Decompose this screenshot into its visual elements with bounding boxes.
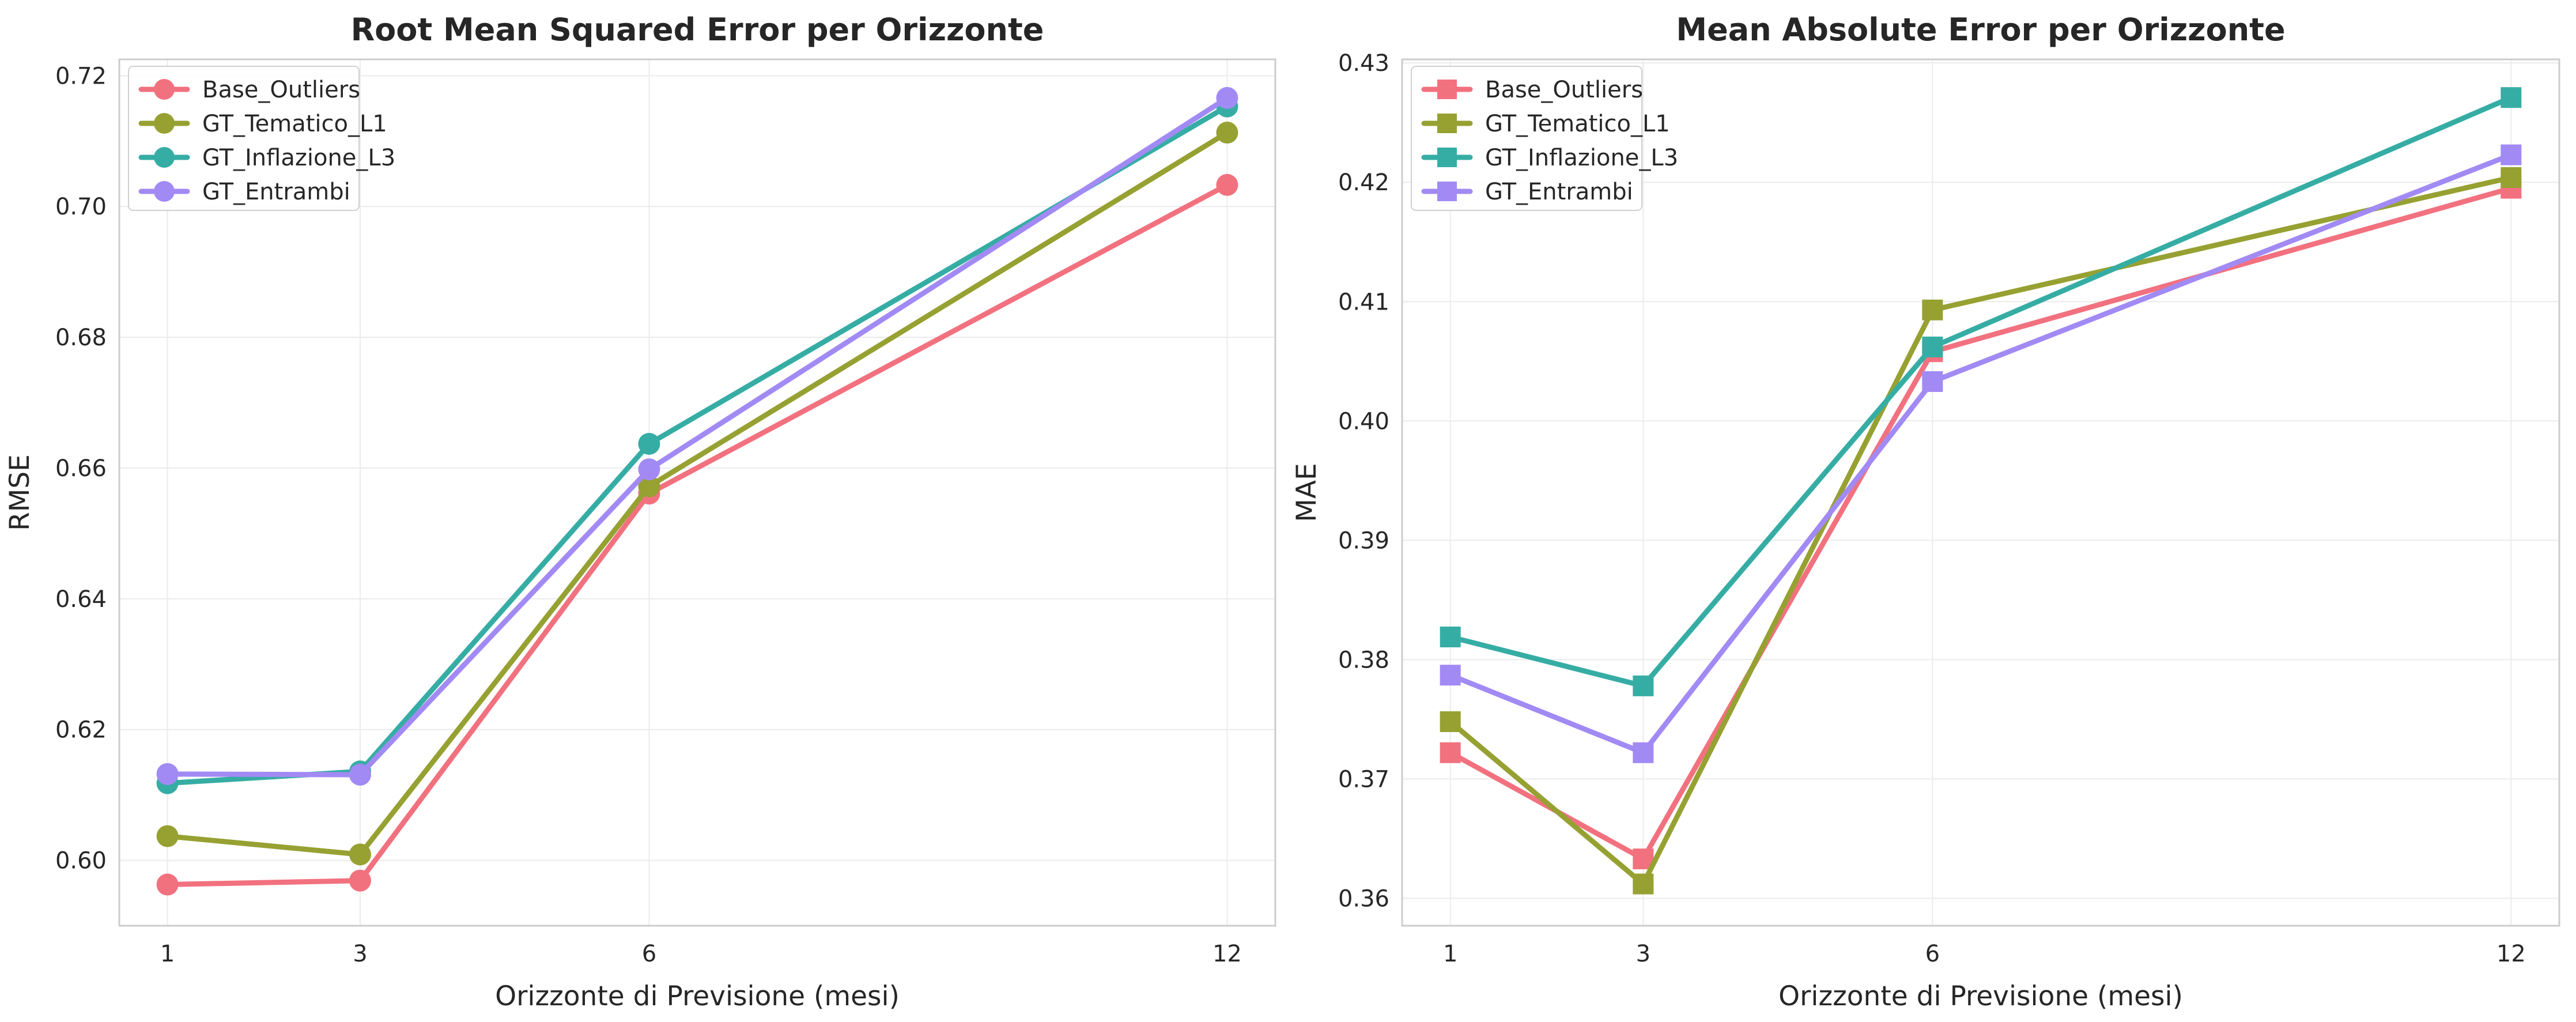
legend-label: GT_Tematico_L1 — [202, 111, 387, 137]
data-point — [1440, 627, 1461, 647]
series-line — [165, 182, 1230, 888]
legend-marker — [154, 113, 175, 134]
y-tick-label: 0.36 — [1338, 885, 1389, 912]
y-tick-label: 0.70 — [55, 194, 107, 220]
series-line — [1448, 95, 2514, 689]
data-point — [1216, 174, 1238, 196]
legend-label: GT_Tematico_L1 — [1485, 111, 1670, 137]
data-point — [156, 873, 179, 896]
legend-marker — [154, 79, 175, 100]
y-axis-label: MAE — [1291, 463, 1323, 522]
data-point — [1633, 742, 1654, 763]
x-tick-label: 12 — [2496, 941, 2526, 967]
series-GT_Tematico_L1 — [1440, 167, 2522, 895]
data-point — [2501, 167, 2522, 188]
legend-label: GT_Entrambi — [1485, 179, 1633, 205]
y-tick-label: 0.37 — [1338, 766, 1389, 793]
series-line — [165, 104, 1230, 786]
series-line — [165, 130, 1230, 857]
legend-marker — [1437, 114, 1457, 133]
legend-marker — [1437, 182, 1457, 201]
y-tick-label: 0.41 — [1338, 289, 1389, 315]
y-tick-label: 0.68 — [55, 325, 107, 351]
legend-label: GT_Entrambi — [202, 179, 350, 205]
x-tick-label: 6 — [642, 941, 656, 967]
y-tick-label: 0.60 — [55, 848, 107, 874]
legend-marker — [1437, 148, 1457, 167]
series-line — [1448, 152, 2514, 756]
data-point — [1922, 336, 1943, 357]
data-point — [349, 763, 371, 786]
y-tick-label: 0.72 — [55, 63, 107, 89]
series-GT_Entrambi — [1440, 144, 2522, 763]
y-tick-label: 0.42 — [1338, 169, 1389, 196]
y-tick-label: 0.39 — [1338, 527, 1389, 554]
x-tick-label: 6 — [1925, 941, 1940, 967]
chart-title: Root Mean Squared Error per Orizzonte — [351, 12, 1044, 48]
x-tick-label: 12 — [1213, 941, 1242, 967]
legend-label: Base_Outliers — [1485, 77, 1643, 103]
x-tick-label: 3 — [1636, 941, 1650, 967]
series-GT_Entrambi — [156, 86, 1238, 786]
data-point — [638, 475, 660, 497]
y-tick-label: 0.64 — [55, 586, 107, 613]
data-point — [1440, 711, 1461, 732]
legend-box — [128, 66, 360, 211]
series-GT_Inflazione_L3 — [1440, 87, 2522, 696]
chart-panel-1: 1 3 6 12 0.60 0.62 0.64 0.66 0.68 0.70 0.72 Root Me… — [4, 12, 1276, 1012]
x-tick-label: 3 — [353, 941, 367, 967]
series-line — [1448, 175, 2514, 887]
y-axis-label: RMSE — [4, 454, 36, 531]
y-tick-label: 0.66 — [55, 455, 107, 482]
data-point — [1922, 299, 1943, 320]
legend-marker — [154, 147, 175, 168]
x-tick-label: 1 — [160, 941, 175, 967]
y-tick-label: 0.40 — [1338, 408, 1389, 435]
data-point — [1633, 675, 1654, 696]
data-point — [1216, 86, 1238, 109]
data-point — [1440, 742, 1461, 763]
chart-title: Mean Absolute Error per Orizzonte — [1676, 12, 2285, 48]
data-point — [156, 763, 179, 785]
x-axis-label: Orizzonte di Previsione (mesi) — [1778, 980, 2183, 1012]
data-point — [1633, 873, 1654, 895]
x-tick-label: 1 — [1443, 941, 1457, 967]
data-point — [2501, 144, 2522, 165]
legend-label: GT_Inflazione_L3 — [1485, 145, 1678, 171]
series-GT_Tematico_L1 — [156, 122, 1238, 866]
legend: Base_Outliers GT_Tematico_L1 GT_Inflazione… — [1411, 66, 1678, 211]
data-point — [2501, 87, 2522, 108]
legend-marker — [1437, 80, 1457, 99]
legend-box — [1411, 66, 1642, 211]
legend-label: Base_Outliers — [202, 77, 360, 103]
y-tick-label: 0.62 — [55, 717, 107, 744]
data-point — [1922, 371, 1943, 392]
data-point — [156, 825, 179, 847]
y-tick-label: 0.43 — [1338, 50, 1389, 77]
data-point — [638, 432, 660, 455]
data-point — [1440, 665, 1461, 686]
data-point — [638, 458, 660, 481]
legend: Base_Outliers GT_Tematico_L1 GT_Inflazione… — [128, 66, 395, 211]
series-line — [165, 95, 1230, 778]
legend-label: GT_Inflazione_L3 — [202, 145, 395, 171]
y-tick-label: 0.38 — [1338, 647, 1389, 673]
data-point — [1216, 122, 1238, 144]
plot-frame — [1401, 58, 2560, 927]
plot-frame — [118, 58, 1276, 927]
chart-panel-2: 1 3 6 12 0.36 0.37 0.38 0.39 0.40 0.41 0.42 0.43 Mea… — [1291, 12, 2560, 1012]
data-point — [349, 869, 371, 892]
data-point — [349, 843, 371, 866]
x-axis-label: Orizzonte di Previsione (mesi) — [495, 980, 900, 1012]
legend-marker — [154, 181, 175, 202]
